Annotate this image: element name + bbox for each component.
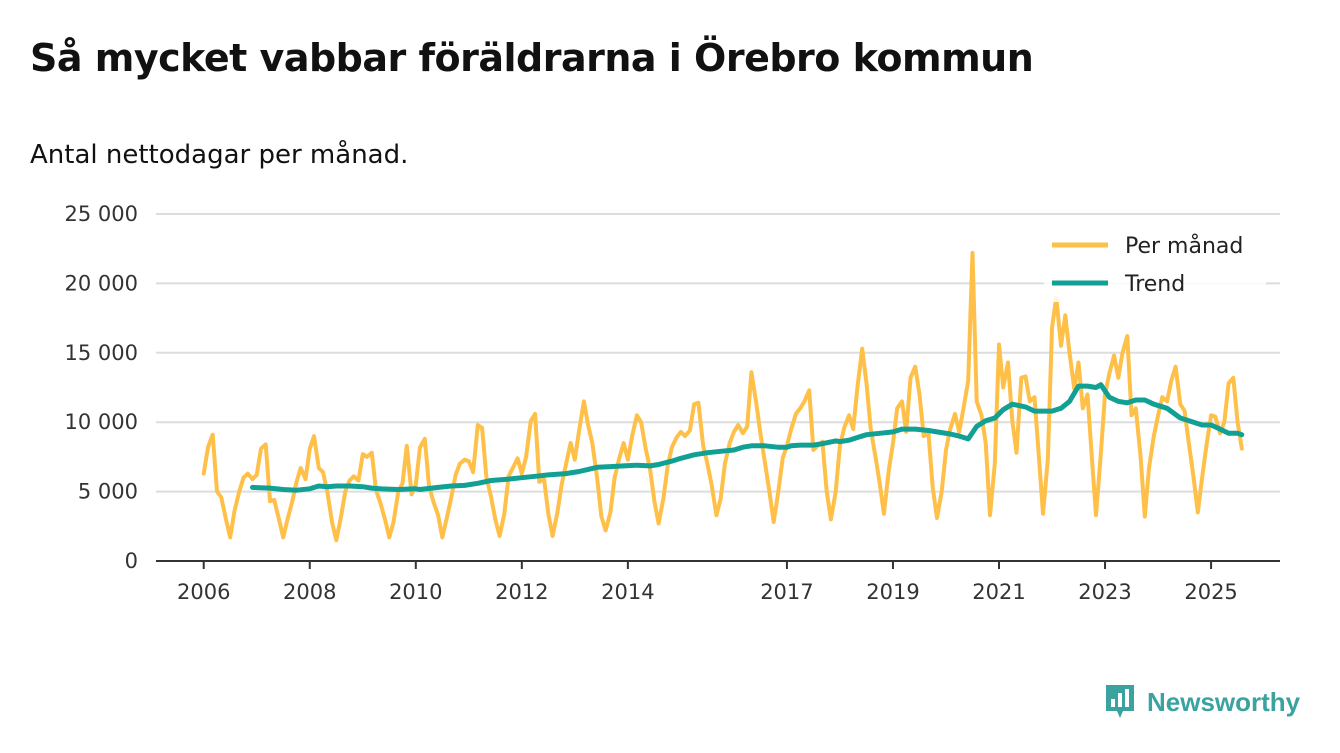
legend: Per månad Trend [1044,228,1266,302]
y-tick-label: 20 000 [65,271,138,295]
series-lines [201,250,1245,543]
legend-label: Per månad [1125,233,1243,259]
x-tick-label: 2012 [495,580,548,604]
y-tick-label: 15 000 [65,341,138,365]
series-line-trend [250,382,1245,493]
x-tick-label: 2023 [1078,580,1131,604]
x-tick-label: 2025 [1184,580,1237,604]
x-tick-label: 2010 [389,580,442,604]
x-axis: 2006 2008 2010 2012 2014 2017 2019 2021 2023 2025 [156,560,1280,604]
y-tick-label: 0 [125,549,138,573]
x-tick-label: 2019 [866,580,919,604]
legend-background [1044,228,1266,302]
x-tick-label: 2014 [601,580,654,604]
brand-name: Newsworthy [1147,686,1301,717]
y-axis-ticks: 0 5 000 10 000 15 000 20 000 25 000 [65,202,138,573]
x-tick-label: 2008 [283,580,336,604]
y-tick-label: 25 000 [65,202,138,226]
y-tick-label: 5 000 [78,480,138,504]
series-line-per-manad [201,250,1244,543]
x-tick-label: 2006 [177,580,230,604]
chart-title: Så mycket vabbar föräldrarna i Örebro ko… [30,36,1034,80]
chart-subtitle: Antal nettodagar per månad. [30,140,409,170]
x-tick-label: 2021 [972,580,1025,604]
x-tick-label: 2017 [760,580,813,604]
newsworthy-logo-icon [1106,685,1134,718]
y-tick-label: 10 000 [65,410,138,434]
brand: Newsworthy [1103,683,1300,721]
legend-label: Trend [1124,272,1185,297]
